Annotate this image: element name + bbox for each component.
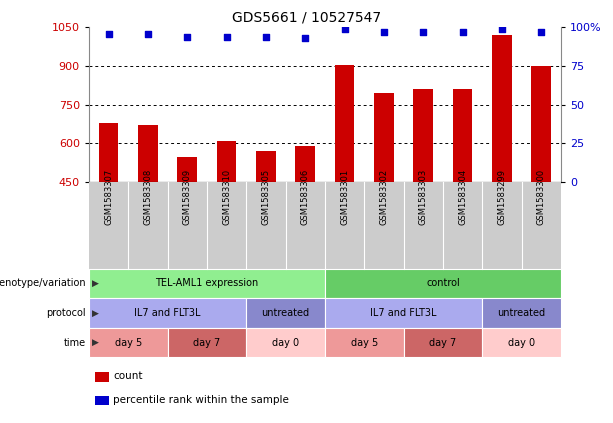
Bar	[138, 125, 158, 182]
Point	[261, 33, 271, 40]
Text: ▶: ▶	[92, 279, 99, 288]
Text: GSM1583301: GSM1583301	[340, 169, 349, 225]
Text: GSM1583299: GSM1583299	[497, 169, 506, 225]
Text: day 5: day 5	[351, 338, 378, 348]
Point	[340, 26, 349, 33]
Bar	[256, 151, 276, 182]
Text: ▶: ▶	[92, 338, 99, 347]
Bar	[453, 89, 473, 182]
Text: day 7: day 7	[193, 338, 221, 348]
Bar	[492, 35, 512, 182]
Text: untreated: untreated	[262, 308, 310, 318]
Bar	[335, 65, 354, 182]
Point	[497, 26, 507, 33]
Text: GDS5661 / 10527547: GDS5661 / 10527547	[232, 11, 381, 25]
Text: protocol: protocol	[46, 308, 86, 318]
Point	[418, 29, 428, 36]
Bar	[217, 141, 237, 182]
Point	[222, 33, 232, 40]
Bar	[531, 66, 551, 182]
Text: GSM1583303: GSM1583303	[419, 169, 428, 225]
Point	[536, 29, 546, 36]
Text: GSM1583302: GSM1583302	[379, 169, 389, 225]
Bar	[295, 146, 315, 182]
Text: count: count	[113, 371, 143, 382]
Text: TEL-AML1 expression: TEL-AML1 expression	[155, 278, 259, 288]
Text: time: time	[64, 338, 86, 348]
Text: GSM1583304: GSM1583304	[458, 169, 467, 225]
Text: GSM1583307: GSM1583307	[104, 169, 113, 225]
Text: day 5: day 5	[115, 338, 142, 348]
Bar	[177, 157, 197, 182]
Text: GSM1583308: GSM1583308	[143, 169, 153, 225]
Text: GSM1583310: GSM1583310	[222, 169, 231, 225]
Text: GSM1583306: GSM1583306	[301, 169, 310, 225]
Text: untreated: untreated	[498, 308, 546, 318]
Text: IL7 and FLT3L: IL7 and FLT3L	[370, 308, 437, 318]
Text: genotype/variation: genotype/variation	[0, 278, 86, 288]
Text: ▶: ▶	[92, 308, 99, 318]
Bar	[374, 93, 394, 182]
Text: GSM1583305: GSM1583305	[261, 169, 270, 225]
Text: GSM1583300: GSM1583300	[537, 169, 546, 225]
Point	[458, 29, 468, 36]
Point	[300, 35, 310, 42]
Point	[379, 29, 389, 36]
Bar	[413, 89, 433, 182]
Text: GSM1583309: GSM1583309	[183, 169, 192, 225]
Text: control: control	[426, 278, 460, 288]
Text: IL7 and FLT3L: IL7 and FLT3L	[134, 308, 201, 318]
Point	[143, 30, 153, 37]
Text: percentile rank within the sample: percentile rank within the sample	[113, 395, 289, 405]
Bar	[99, 123, 118, 182]
Point	[182, 33, 192, 40]
Text: day 7: day 7	[429, 338, 457, 348]
Text: day 0: day 0	[508, 338, 535, 348]
Point	[104, 30, 113, 37]
Text: day 0: day 0	[272, 338, 299, 348]
